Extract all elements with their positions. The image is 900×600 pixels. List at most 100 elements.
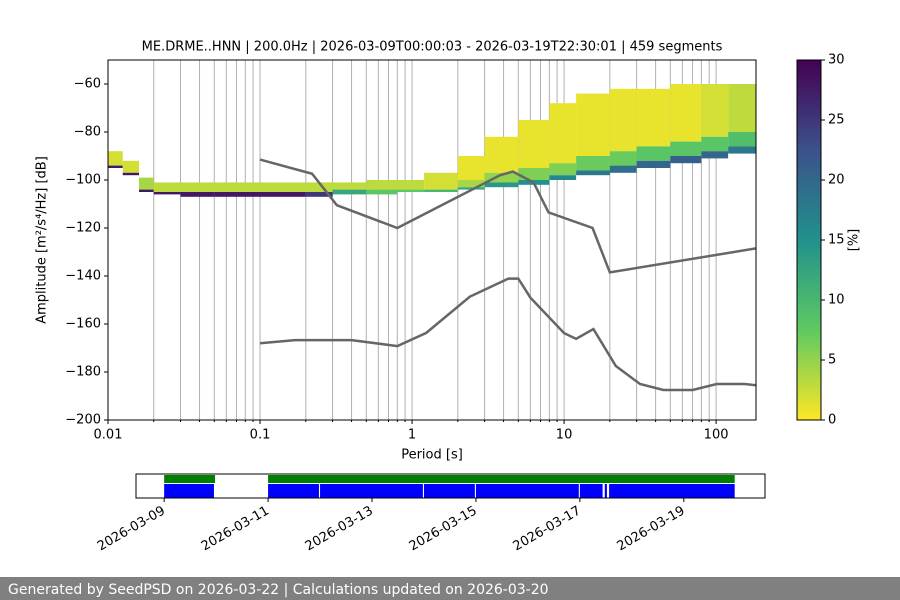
density-cell [457,156,485,180]
colorbar-tick-label: 5 [828,353,836,368]
density-cell [332,189,367,195]
density-cell [366,180,398,190]
axes: 0.01 0.1 1 10 100−200−180−160−140−120−100−80… [65,53,844,443]
density-cell [332,182,367,190]
y-tick-label: −200 [65,413,101,428]
density-cell [153,182,181,192]
timeline: 2026-03-09 2026-03-11 2026-03-13 2026-03-15… [95,475,735,554]
y-tick-label: −60 [74,77,101,92]
density-cell [484,136,519,173]
y-tick-label: −80 [74,125,101,140]
density-cell [484,182,519,188]
y-tick-label: −100 [65,173,101,188]
x-tick-label: 10 [556,428,573,443]
colorbar-tick-label: 20 [828,173,845,188]
density-cell [701,84,729,137]
density-cell [518,120,550,168]
colorbar-tick-label: 15 [828,233,845,248]
colorbar-frame [796,59,822,421]
density-cell [701,151,729,159]
density-cell [728,84,756,132]
density-cell [728,132,756,147]
density-cell [305,192,333,197]
density-cell [108,151,123,166]
density-cell [397,189,425,192]
x-tick-label: 100 [704,428,729,443]
density-cell [457,187,485,190]
density-cell [139,177,154,190]
coverage-span [579,484,603,498]
density-cell [122,160,140,173]
chart-title: ME.DRME..HNN | 200.0Hz | 2026-03-09T00:0… [142,40,723,55]
x-axis-label: Period [s] [401,448,463,463]
heatmap [108,84,756,197]
noise-models [259,158,756,392]
density-cell [609,165,637,173]
density-cell [549,175,577,180]
density-cell [518,168,550,180]
colorbar [797,60,821,420]
density-cell [670,84,702,142]
x-tick-label: 0.1 [250,428,271,443]
density-cell [214,192,261,197]
colorbar-label: [%] [847,229,862,252]
density-cell [305,182,333,192]
density-cell [424,189,458,192]
y-tick-label: −160 [65,317,101,332]
coverage-span [268,475,735,483]
noise-model-line [259,277,756,392]
x-tick-label: 2026-03-15 [407,504,480,555]
x-tick-label: 0.01 [94,428,123,443]
x-tick-label: 2026-03-17 [511,504,584,555]
y-axis-label: Amplitude [m²/s⁴/Hz] [dB] [35,156,50,324]
density-cell [609,151,637,166]
density-cell [609,88,637,152]
density-cell [670,141,702,156]
y-tick-label: −180 [65,365,101,380]
density-cell [636,88,671,147]
footer: Generated by SeedPSD on 2026-03-22 | Cal… [8,582,549,598]
colorbar-tick-label: 25 [828,113,845,128]
density-cell [260,192,306,197]
noise-model-line [259,158,756,274]
x-tick-label: 1 [408,428,416,443]
coverage-span [320,484,423,498]
coverage-span [164,475,216,483]
colorbar-tick-label: 10 [828,293,845,308]
coverage-span [609,484,735,498]
density-cell [576,156,610,171]
colorbar-tick-label: 30 [828,53,845,68]
x-tick-label: 2026-03-09 [95,504,168,555]
density-cell [728,146,756,154]
density-cell [670,156,702,164]
density-cell [153,192,181,195]
coverage-span [423,484,475,498]
coverage-span [475,484,579,498]
colorbar-tick-label: 0 [828,413,836,428]
density-cell [397,180,425,190]
density-cell [108,165,123,168]
density-cell [366,189,398,195]
x-tick-label: 2026-03-11 [199,504,272,555]
density-cell [122,172,140,176]
density-cell [549,163,577,176]
plot-frame [107,59,757,421]
x-tick-label: 2026-03-19 [615,504,688,555]
footer-bar [0,577,900,600]
density-cell [457,180,485,188]
coverage-span [604,484,607,498]
density-cell [214,182,261,192]
grid [107,60,717,420]
density-cell [636,146,671,161]
density-cell [180,192,215,197]
y-tick-label: −120 [65,221,101,236]
density-cell [576,93,610,156]
coverage-span [268,484,319,498]
density-cell [424,172,458,190]
x-tick-label: 2026-03-13 [303,504,376,555]
density-cell [180,182,215,192]
density-cell [484,172,519,183]
coverage-span [164,484,214,498]
